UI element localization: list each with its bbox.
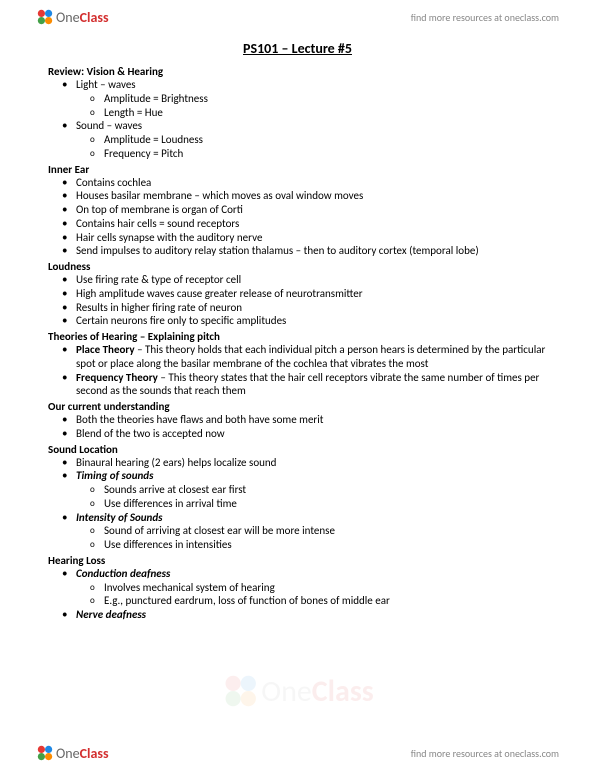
sub-list-item: Use differences in arrival time (104, 497, 547, 511)
sub-list: Sounds arrive at closest ear firstUse di… (76, 483, 547, 511)
footer-link[interactable]: find more resources at oneclass.com (411, 747, 559, 760)
section-heading: Inner Ear (48, 163, 547, 176)
sub-list-item: Amplitude = Brightness (104, 92, 547, 106)
section-heading: Our current understanding (48, 400, 547, 413)
watermark-logo: OneClass (221, 672, 374, 710)
subheading-label: Timing of sounds (76, 469, 153, 482)
list-item: Conduction deafnessInvolves mechanical s… (76, 567, 547, 608)
brand-part1: One (56, 745, 80, 762)
term-label: Place Theory (76, 343, 135, 356)
sub-list-item: Length = Hue (104, 106, 547, 120)
logo-icon (36, 8, 54, 26)
header-link[interactable]: find more resources at oneclass.com (411, 11, 559, 24)
sub-list-item: Use differences in intensities (104, 538, 547, 552)
page-header: OneClass find more resources at oneclass… (0, 0, 595, 34)
list-item: Timing of soundsSounds arrive at closest… (76, 469, 547, 510)
page-footer: OneClass find more resources at oneclass… (0, 736, 595, 770)
list-item: Results in higher firing rate of neuron (76, 301, 547, 315)
logo-icon (36, 744, 54, 762)
bullet-list: Both the theories have flaws and both ha… (48, 413, 547, 441)
list-item: Use firing rate & type of receptor cell (76, 273, 547, 287)
brand-name: OneClass (56, 9, 109, 26)
list-item: Send impulses to auditory relay station … (76, 244, 547, 258)
subheading-label: Nerve deafness (76, 608, 146, 621)
list-item: Contains cochlea (76, 176, 547, 190)
brand-logo: OneClass (36, 8, 109, 26)
list-item: Place Theory – This theory holds that ea… (76, 343, 547, 371)
section-heading: Theories of Hearing – Explaining pitch (48, 330, 547, 343)
list-item: Binaural hearing (2 ears) helps localize… (76, 456, 547, 470)
bullet-list: Conduction deafnessInvolves mechanical s… (48, 567, 547, 622)
list-item: Blend of the two is accepted now (76, 427, 547, 441)
sub-list-item: Amplitude = Loudness (104, 133, 547, 147)
sub-list-item: Sound of arriving at closest ear will be… (104, 524, 547, 538)
bullet-list: Light – wavesAmplitude = BrightnessLengt… (48, 78, 547, 161)
sub-list-item: Frequency = Pitch (104, 147, 547, 161)
bullet-list: Place Theory – This theory holds that ea… (48, 343, 547, 398)
list-item: Hair cells synapse with the auditory ner… (76, 231, 547, 245)
subheading-label: Conduction deafness (76, 567, 170, 580)
term-label: Frequency Theory (76, 371, 158, 384)
subheading-label: Intensity of Sounds (76, 511, 163, 524)
list-item: Light – wavesAmplitude = BrightnessLengt… (76, 78, 547, 119)
bullet-list: Use firing rate & type of receptor cellH… (48, 273, 547, 328)
bullet-list: Binaural hearing (2 ears) helps localize… (48, 456, 547, 552)
list-item: Contains hair cells = sound receptors (76, 217, 547, 231)
list-item: Frequency Theory – This theory states th… (76, 371, 547, 399)
section-heading: Hearing Loss (48, 554, 547, 567)
list-item: Certain neurons fire only to specific am… (76, 314, 547, 328)
sub-list: Amplitude = BrightnessLength = Hue (76, 92, 547, 120)
section-heading: Loudness (48, 260, 547, 273)
brand-name-footer: OneClass (56, 745, 109, 762)
list-item: Both the theories have flaws and both ha… (76, 413, 547, 427)
sub-list-item: Involves mechanical system of hearing (104, 581, 547, 595)
list-item: Houses basilar membrane – which moves as… (76, 189, 547, 203)
sub-list: Amplitude = LoudnessFrequency = Pitch (76, 133, 547, 161)
sub-list-item: Sounds arrive at closest ear first (104, 483, 547, 497)
brand-part2: Class (80, 745, 109, 762)
sub-list: Sound of arriving at closest ear will be… (76, 524, 547, 552)
page-title: PS101 – Lecture #5 (48, 40, 547, 57)
brand-part1: One (56, 9, 80, 26)
sub-list: Involves mechanical system of hearingE.g… (76, 581, 547, 609)
document-body: PS101 – Lecture #5 Review: Vision & Hear… (0, 0, 595, 662)
bullet-list: Contains cochleaHouses basilar membrane … (48, 176, 547, 259)
list-item: Sound – wavesAmplitude = LoudnessFrequen… (76, 119, 547, 160)
list-item: Nerve deafness (76, 608, 547, 622)
list-item: Intensity of SoundsSound of arriving at … (76, 511, 547, 552)
sub-list-item: E.g., punctured eardrum, loss of functio… (104, 594, 547, 608)
list-item: High amplitude waves cause greater relea… (76, 287, 547, 301)
section-heading: Sound Location (48, 443, 547, 456)
brand-part2: Class (80, 9, 109, 26)
term-desc: – This theory holds that each individual… (76, 343, 545, 370)
brand-logo-footer: OneClass (36, 744, 109, 762)
list-item: On top of membrane is organ of Corti (76, 203, 547, 217)
section-heading: Review: Vision & Hearing (48, 65, 547, 78)
